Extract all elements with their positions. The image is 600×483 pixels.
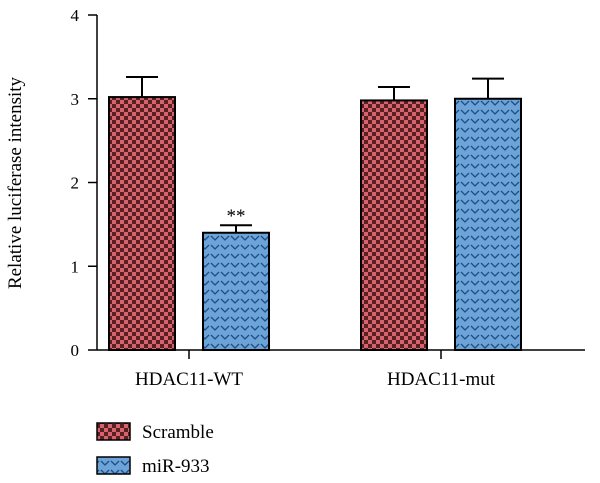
bar-mir-933-2 bbox=[454, 97, 522, 351]
y-tick-label: 2 bbox=[71, 174, 80, 193]
legend-label: Scramble bbox=[142, 422, 214, 443]
bar-mir-933-1 bbox=[202, 231, 270, 351]
x-tick-label: HDAC11-mut bbox=[387, 369, 496, 390]
legend-swatch bbox=[96, 422, 131, 441]
y-axis-title: Relative luciferase intensity bbox=[5, 76, 26, 289]
bar-scramble-2 bbox=[360, 99, 428, 351]
legend: Scramble miR-933 bbox=[96, 422, 214, 477]
bar-scramble-1 bbox=[108, 96, 176, 351]
significance-marker: ** bbox=[227, 206, 246, 227]
y-tick-label: 0 bbox=[71, 341, 80, 360]
axes: 0 1 2 3 4 HDAC11-WT HDAC11-mut Relative lucif… bbox=[5, 6, 585, 390]
y-tick-label: 4 bbox=[71, 6, 80, 25]
x-tick-label: HDAC11-WT bbox=[135, 369, 243, 390]
y-tick-label: 3 bbox=[71, 90, 80, 109]
legend-label: miR-933 bbox=[142, 456, 210, 477]
legend-swatch bbox=[96, 456, 131, 475]
y-tick-label: 1 bbox=[71, 257, 80, 276]
